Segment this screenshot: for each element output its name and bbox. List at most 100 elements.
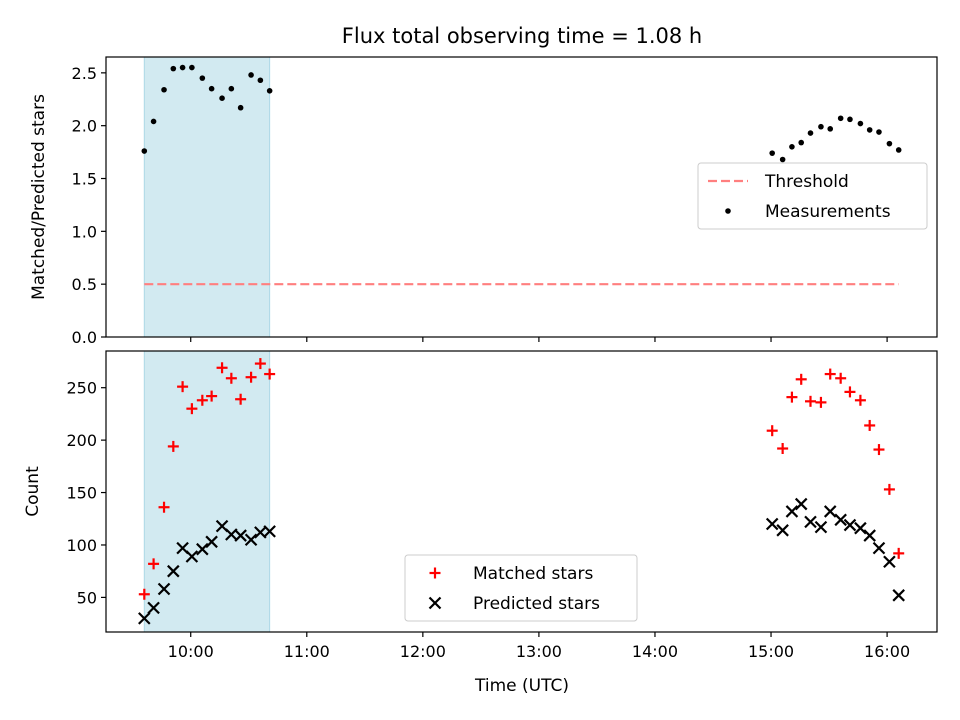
bottom-y-tick-label-3: 150 (66, 484, 97, 503)
top-point-1-22 (837, 115, 844, 122)
bottom-point-1-17 (786, 391, 798, 403)
bottom-point-1-22 (835, 372, 847, 384)
x-tick-label-3: 12:00 (400, 642, 446, 661)
top-point-1-6 (189, 64, 195, 71)
bottom-point-1-14 (264, 368, 276, 380)
bottom-point-2-19 (804, 515, 817, 529)
bottom-point-1-12 (245, 371, 257, 383)
top-point-1-5 (179, 64, 186, 71)
x-axis-label: Time (UTC) (474, 676, 569, 696)
top-point-1-2 (150, 118, 157, 125)
top-y-tick-label-4: 1.5 (72, 170, 97, 189)
top-point-1-28 (895, 147, 902, 153)
bottom-point-2-7 (196, 542, 209, 556)
bottom-point-2-2 (147, 601, 160, 615)
bottom-point-1-24 (854, 394, 866, 406)
bottom-point-1-6 (186, 403, 198, 415)
bottom-point-1-26 (873, 444, 885, 456)
bottom-point-1-2 (148, 558, 160, 570)
x-tick-label-2: 11:00 (284, 642, 330, 661)
bottom-point-2-8 (205, 535, 218, 549)
legend-matched-label: Matched stars (473, 564, 593, 584)
bottom-point-1-10 (225, 372, 237, 384)
top-point-1-12 (248, 72, 254, 78)
bottom-point-2-11 (234, 529, 247, 542)
x-tick-label-1: 10:00 (168, 642, 214, 661)
top-point-1-3 (161, 86, 167, 93)
top-point-1-14 (266, 88, 273, 94)
bottom-point-2-12 (244, 533, 258, 547)
bottom-point-2-22 (834, 513, 847, 527)
bottom-point-1-15 (766, 425, 778, 437)
top-point-1-24 (857, 120, 864, 127)
top-point-1-19 (807, 130, 814, 136)
bottom-point-1-27 (883, 483, 895, 495)
bottom-point-2-24 (854, 521, 867, 535)
legend-matched-swatch (429, 567, 441, 579)
top-y-tick-label-2: 0.5 (72, 275, 97, 294)
bottom-point-2-23 (843, 518, 857, 532)
top-point-1-20 (818, 123, 824, 130)
top-point-1-13 (257, 77, 264, 84)
bottom-point-1-13 (254, 358, 266, 370)
bottom-point-1-3 (158, 501, 170, 513)
top-point-1-1 (141, 148, 148, 154)
bottom-series-1 (138, 358, 905, 600)
top-point-1-23 (847, 116, 853, 123)
top-point-1-8 (208, 85, 215, 92)
top-legend-box (697, 162, 928, 230)
bottom-axes-frame (105, 350, 938, 633)
bottom-point-2-4 (167, 564, 180, 578)
bottom-point-2-3 (157, 582, 171, 596)
bottom-y-tick-label-4: 200 (66, 431, 97, 450)
top-y-tick-label-6: 2.5 (72, 64, 97, 83)
bottom-point-1-23 (844, 386, 856, 398)
bottom-point-1-21 (824, 368, 836, 380)
x-tick-label-4: 13:00 (516, 642, 562, 661)
top-y-tick-label-5: 2.0 (72, 117, 97, 136)
bottom-y-tick-label-5: 250 (66, 379, 97, 398)
top-point-1-7 (199, 75, 206, 81)
bottom-point-1-20 (815, 396, 827, 408)
bottom-point-1-9 (216, 362, 228, 374)
bottom-point-1-8 (206, 390, 218, 402)
top-y-tick-label-1: 0.0 (72, 328, 97, 347)
bottom-point-2-20 (814, 520, 828, 534)
legend-measurements-swatch (725, 208, 731, 214)
bottom-point-2-21 (823, 505, 837, 518)
bottom-point-1-19 (804, 395, 816, 407)
bottom-point-1-7 (196, 394, 208, 406)
legend-predicted-swatch (428, 596, 442, 610)
top-observing-span (143, 56, 271, 338)
top-point-1-18 (798, 139, 805, 146)
top-panel: 0.0 0.5 1.0 1.5 2.0 2.5 Matched/Predicted star… (29, 56, 938, 347)
bottom-point-1-18 (795, 373, 807, 385)
bottom-point-2-15 (765, 517, 779, 531)
top-point-1-9 (219, 95, 225, 102)
legend-threshold-label: Threshold (764, 172, 849, 192)
top-point-1-11 (237, 104, 244, 111)
chart-title: Flux total observing time = 1.08 h (342, 24, 702, 48)
bottom-point-1-4 (167, 440, 179, 452)
top-y-tick-label-3: 1.0 (72, 222, 97, 241)
top-point-1-26 (876, 129, 882, 135)
bottom-point-1-11 (235, 393, 247, 405)
bottom-y-axis-label: Count (23, 466, 43, 517)
bottom-point-1-16 (777, 443, 789, 455)
top-point-1-27 (886, 140, 893, 147)
top-point-1-10 (228, 85, 235, 92)
legend-predicted-label: Predicted stars (473, 594, 600, 614)
bottom-panel: 50 100 150 200 250 Count 10:00 11:00 12:00 13:00 1… (23, 350, 938, 661)
bottom-point-2-26 (872, 541, 886, 555)
top-axes-frame (105, 56, 938, 338)
bottom-point-2-16 (776, 524, 789, 537)
bottom-point-2-28 (892, 589, 905, 602)
bottom-legend: Matched stars Predicted stars (404, 554, 638, 622)
top-point-1-25 (866, 127, 873, 133)
bottom-point-2-14 (263, 525, 276, 538)
bottom-point-1-25 (864, 419, 876, 431)
top-legend: Threshold Measurements (697, 162, 928, 230)
x-tick-label-7: 16:00 (864, 642, 910, 661)
top-point-1-15 (769, 150, 775, 156)
